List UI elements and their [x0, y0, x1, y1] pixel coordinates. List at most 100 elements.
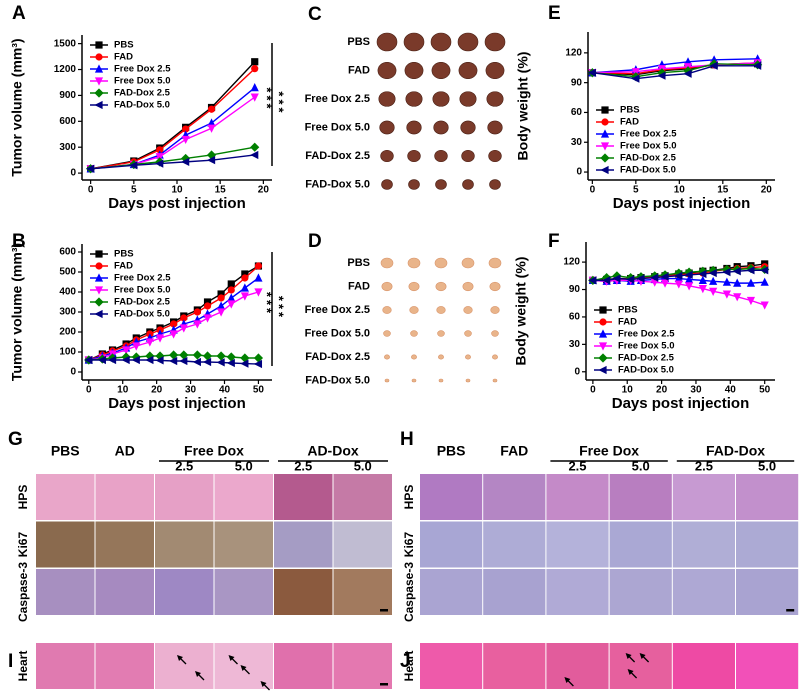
legend-marker	[94, 309, 103, 319]
arrow-shaft	[243, 667, 250, 675]
marker	[202, 357, 212, 367]
marker	[251, 58, 259, 66]
marker	[107, 355, 117, 365]
marker	[698, 275, 707, 284]
x-tick-label: 30	[185, 385, 197, 396]
histology-image	[420, 521, 483, 568]
marker	[122, 346, 131, 355]
tumor-photo	[464, 330, 472, 337]
marker	[241, 270, 249, 278]
histology-image	[36, 521, 95, 568]
legend-label: Free Dox 2.5	[620, 129, 677, 140]
group-label: FAD	[500, 443, 528, 459]
row-label: Free Dox 5.0	[305, 121, 370, 133]
y-tick-label: 0	[70, 367, 76, 378]
tumor-photo	[435, 281, 447, 292]
x-tick-label: 30	[690, 385, 702, 396]
row-label: PBS	[347, 257, 370, 269]
row-label: Caspase-3	[16, 562, 30, 622]
marker	[192, 350, 202, 360]
tumor-photo	[457, 32, 479, 52]
marker	[253, 353, 264, 363]
x-tick-label: 10	[674, 185, 686, 196]
marker	[698, 285, 707, 294]
marker	[709, 276, 718, 285]
marker	[97, 355, 106, 365]
row-label: Ki67	[402, 532, 416, 558]
marker	[240, 292, 249, 301]
tumor-photo	[487, 120, 503, 135]
legend-marker	[94, 77, 104, 86]
histology-image	[672, 521, 735, 568]
heart-image	[36, 643, 95, 689]
tumor-photo	[489, 281, 501, 292]
significance-stars: ***	[260, 87, 275, 111]
marker	[674, 268, 684, 278]
x-tick-label: 50	[253, 385, 265, 396]
histology-image	[155, 521, 214, 568]
x-tick-label: 15	[717, 185, 729, 196]
panel-label: B	[12, 231, 26, 252]
y-tick-label: 1200	[54, 64, 77, 75]
tumor-photo	[492, 354, 498, 360]
marker	[626, 275, 635, 284]
series-line	[90, 68, 256, 170]
marker	[192, 357, 201, 367]
histology-image	[609, 474, 672, 520]
y-tick-label: 100	[59, 347, 76, 358]
tumor-photo	[404, 62, 424, 79]
y-tick-label: 900	[59, 90, 76, 101]
tumor-photo	[405, 91, 423, 107]
marker	[226, 352, 236, 362]
scale-bar	[380, 683, 388, 686]
tumor-photo	[411, 354, 417, 360]
marker	[733, 278, 742, 287]
tumor-photo	[462, 179, 474, 190]
tumor-photo	[458, 62, 478, 79]
marker	[746, 296, 756, 306]
marker	[227, 293, 236, 302]
marker	[179, 350, 189, 360]
marker	[612, 274, 621, 283]
heart-image	[420, 643, 483, 689]
marker	[709, 287, 718, 296]
marker	[674, 280, 683, 289]
legend-label: Free Dox 5.0	[114, 285, 171, 296]
legend-label: FAD-Dox 5.0	[618, 365, 674, 376]
significance-stars: ***	[260, 292, 275, 316]
y-tick-label: 60	[569, 312, 581, 323]
marker	[155, 334, 165, 343]
tumor-photo	[434, 257, 448, 269]
legend-label: FAD-Dox 2.5	[618, 353, 675, 364]
y-axis-label: Body weight (%)	[513, 257, 529, 366]
dose-label: 5.0	[758, 458, 776, 473]
x-tick-label: 10	[622, 385, 634, 396]
legend-label: Free Dox 2.5	[114, 273, 171, 284]
marker	[253, 359, 263, 369]
marker	[708, 268, 717, 278]
tumor-photo	[438, 354, 444, 360]
tumor-photo	[490, 306, 500, 314]
histology-image	[483, 569, 546, 615]
arrow-shaft	[642, 655, 650, 663]
row-label: Free Dox 2.5	[305, 304, 370, 316]
legend-label: PBS	[618, 305, 638, 316]
marker	[217, 294, 225, 302]
group-label: PBS	[437, 443, 466, 459]
histology-image	[36, 474, 95, 520]
y-tick-label: 90	[571, 77, 583, 88]
histology-image	[546, 474, 609, 520]
marker	[193, 320, 202, 329]
legend-label: Free Dox 5.0	[114, 76, 171, 87]
y-tick-label: 600	[59, 247, 76, 258]
group-label: Free Dox	[184, 443, 244, 459]
tumor-photo	[384, 354, 390, 360]
marker	[129, 161, 138, 170]
tumor-photo	[378, 91, 396, 107]
legend-marker	[94, 286, 104, 295]
marker	[169, 330, 178, 339]
group-label: FAD-Dox	[706, 443, 765, 459]
marker	[217, 290, 225, 298]
legend-label: FAD-Dox 5.0	[620, 165, 676, 176]
marker	[250, 142, 260, 152]
